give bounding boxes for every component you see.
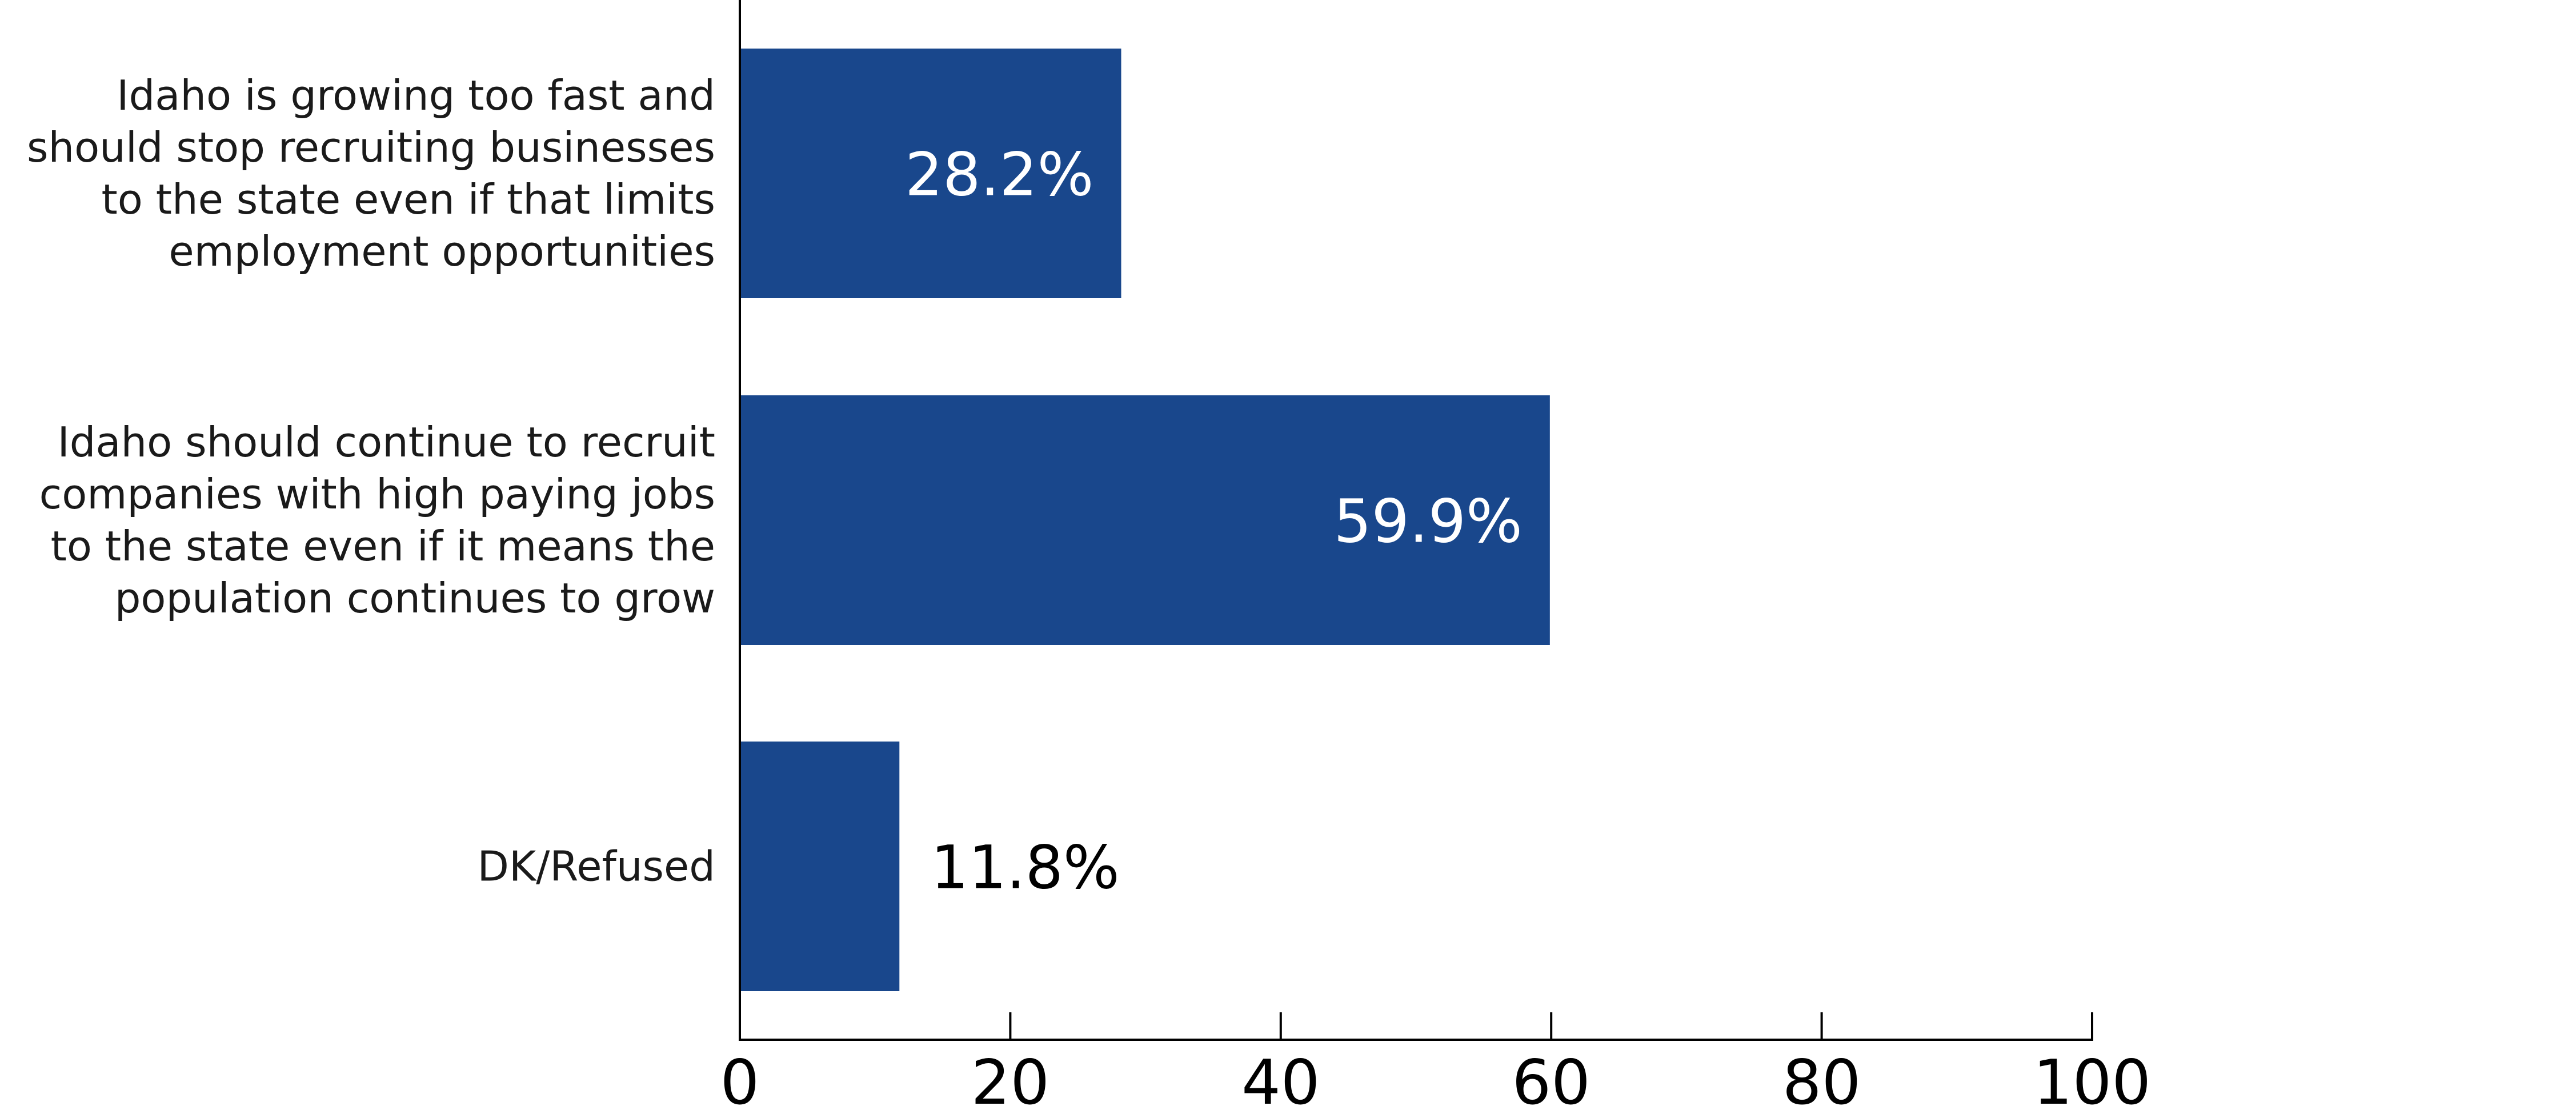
x-tick-label-0: 0 (720, 1047, 760, 1110)
x-tick-label-4: 80 (1782, 1047, 1861, 1110)
category-label-2: DK/Refused (478, 843, 716, 891)
axes (739, 0, 2093, 1041)
category-labels: Idaho is growing too fast and should stop… (27, 71, 715, 891)
bar-0 (740, 49, 1121, 298)
category-label-line: Idaho is growing too fast and (117, 71, 715, 119)
category-label-line: companies with high paying jobs (39, 470, 715, 518)
data-label-1: 59.9% (1333, 487, 1522, 556)
category-label-line: DK/Refused (478, 843, 716, 891)
category-label-line: to the state even if it means the (51, 522, 715, 570)
x-tick-label-1: 20 (971, 1047, 1049, 1110)
x-axis-ticks: 0 20 40 60 80 100 (720, 1012, 2151, 1110)
data-label-0: 28.2% (905, 140, 1093, 210)
category-label-line: Idaho should continue to recruit (57, 418, 715, 466)
category-label-1: Idaho should continue to recruit companie… (39, 418, 715, 622)
data-label-2: 11.8% (931, 833, 1119, 903)
bar-1 (740, 395, 1550, 645)
category-label-line: to the state even if that limits (102, 175, 715, 223)
category-label-line: employment opportunities (169, 227, 715, 275)
x-tick-label-3: 60 (1512, 1047, 1590, 1110)
x-tick-label-5: 100 (2033, 1047, 2151, 1110)
category-label-line: should stop recruiting businesses (27, 123, 715, 171)
x-tick-label-2: 40 (1241, 1047, 1320, 1110)
data-labels: 28.2% 59.9% 11.8% (905, 140, 1523, 903)
bars-group (740, 49, 1550, 991)
category-label-0: Idaho is growing too fast and should stop… (27, 71, 715, 275)
bar-2 (740, 742, 900, 991)
category-label-line: population continues to grow (115, 574, 715, 622)
